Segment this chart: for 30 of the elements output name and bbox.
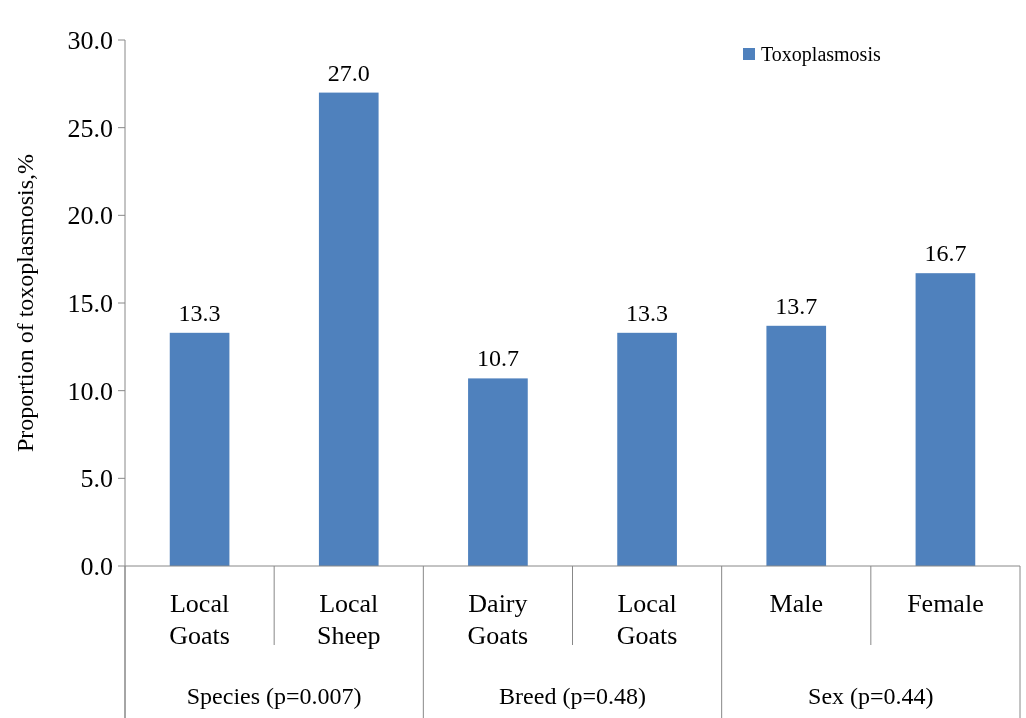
y-tick-label: 0.0: [80, 552, 113, 582]
y-tick-label: 5.0: [80, 464, 113, 494]
x-tick-label: Local Goats: [169, 589, 230, 650]
y-tick-label: 10.0: [67, 376, 113, 406]
text: Sex (p=0.44): [808, 683, 934, 709]
text: 13.3: [178, 299, 221, 326]
text: 13.7: [775, 292, 818, 319]
text: Breed (p=0.48): [499, 683, 646, 709]
bar: [468, 378, 528, 566]
text: 16.7: [924, 240, 967, 267]
y-tick-label: 20.0: [67, 201, 113, 231]
bar: [915, 273, 976, 566]
x-tick-label: Dairy Goats: [467, 589, 529, 650]
text: 10.7: [476, 345, 519, 372]
bar: [318, 92, 379, 566]
y-axis-title: Proportion of toxoplasmosis,%: [12, 154, 38, 452]
y-tick-label: 30.0: [67, 26, 113, 56]
legend-label: Toxoplasmosis: [761, 43, 881, 66]
bar: [766, 325, 827, 566]
text: 13.3: [626, 299, 669, 326]
text: Species (p=0.007): [186, 683, 362, 709]
bar: [617, 332, 677, 566]
bar: [169, 332, 230, 566]
x-tick-label: Local Sheep: [316, 589, 381, 650]
y-tick-label: 15.0: [67, 289, 113, 319]
x-tick-label: Male: [769, 589, 823, 618]
text: 27.0: [327, 59, 370, 86]
y-tick-label: 25.0: [67, 113, 113, 143]
x-tick-label: Female: [907, 589, 984, 618]
x-tick-label: Local Goats: [616, 589, 678, 650]
